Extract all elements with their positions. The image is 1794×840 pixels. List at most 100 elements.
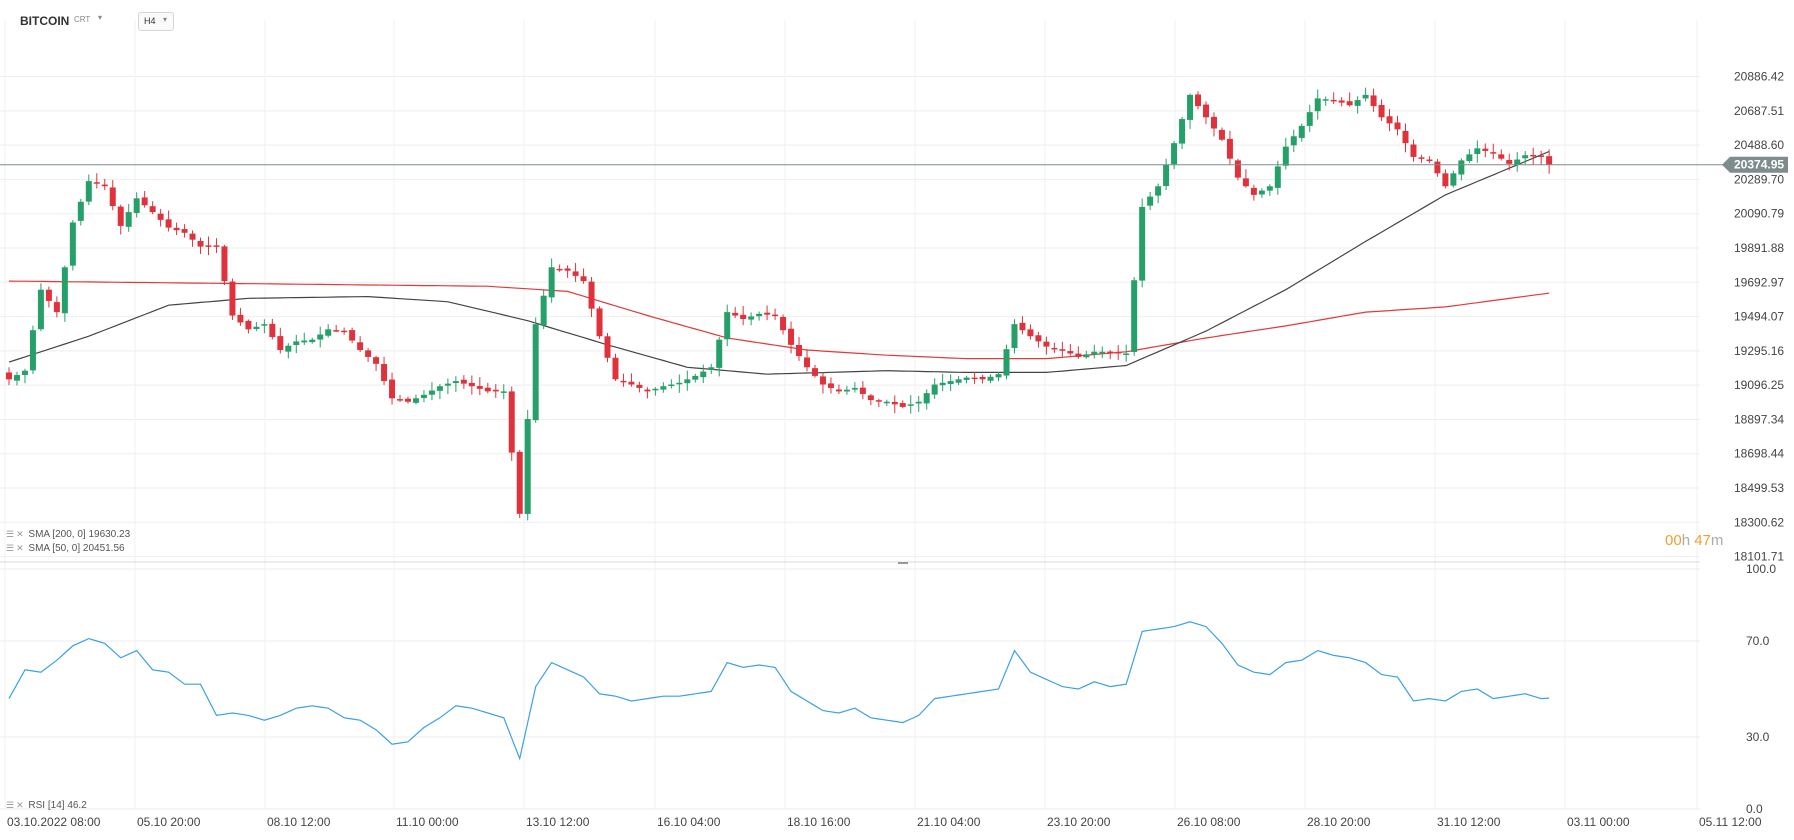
candle-body: [652, 388, 659, 391]
candles: [6, 87, 1553, 521]
candle-body: [1051, 347, 1058, 350]
candle-body: [1330, 99, 1337, 102]
candle-body: [740, 314, 747, 319]
candle-body: [1290, 136, 1297, 146]
candle-body: [373, 357, 380, 364]
sma50-legend[interactable]: ☰ ✕ SMA [50, 0] 20451.56: [6, 543, 125, 554]
price-tick-label: 19295.16: [1734, 344, 1784, 358]
candle-body: [556, 268, 563, 271]
price-tick-label: 20090.79: [1734, 207, 1784, 221]
candle-body: [1490, 152, 1497, 154]
settings-icon[interactable]: ☰: [6, 543, 15, 553]
current-price-line: 20374.95: [0, 156, 1788, 173]
candle-body: [1506, 159, 1513, 164]
candle-body: [1147, 196, 1154, 206]
candle-body: [883, 401, 890, 404]
symbol-dropdown-icon[interactable]: ▾: [98, 13, 103, 22]
candle-body: [899, 403, 906, 407]
candle-body: [1474, 148, 1481, 155]
rsi-tick-label: 70.0: [1746, 634, 1770, 648]
candle-body: [165, 219, 172, 228]
candle-body: [1426, 159, 1433, 162]
candle-body: [516, 451, 523, 514]
candle-body: [181, 229, 188, 233]
chart-header: BITCOIN CRT ▾ H4 ▾: [0, 0, 1700, 32]
symbol-subtitle: CRT: [74, 15, 91, 24]
candle-body: [45, 289, 52, 301]
candle-body: [971, 377, 978, 380]
candle-body: [69, 222, 76, 266]
candle-body: [109, 187, 116, 207]
price-axis: 20886.42 20687.51 20488.60 20289.70 20090.79…: [1734, 70, 1784, 816]
candle-body: [381, 363, 388, 382]
candle-body: [1314, 98, 1321, 112]
candle-body: [1075, 353, 1082, 357]
candle-body: [1011, 324, 1018, 349]
candle-body: [1362, 94, 1369, 99]
candle-body: [125, 212, 132, 227]
candle-body: [1179, 119, 1186, 144]
candle-body: [1091, 351, 1098, 355]
candle-body: [979, 376, 986, 380]
candle-body: [891, 401, 898, 405]
settings-icon[interactable]: ☰: [6, 529, 15, 539]
candle-body: [915, 401, 922, 404]
candle-body: [1466, 154, 1473, 161]
candle-body: [133, 198, 140, 214]
candle-body: [1514, 159, 1521, 165]
candle-body: [1035, 335, 1042, 342]
candle-body: [261, 324, 268, 326]
candle-body: [189, 233, 196, 240]
time-tick-label: 11.10 00:00: [396, 815, 459, 829]
candle-body: [1306, 112, 1313, 126]
candle-body: [684, 379, 691, 384]
candle-body: [1242, 178, 1249, 187]
candle-body: [412, 398, 419, 403]
candle-body: [1386, 116, 1393, 124]
sma200-legend[interactable]: ☰ ✕ SMA [200, 0] 19630.23: [6, 529, 130, 540]
candle-body: [1530, 154, 1537, 157]
candle-body: [676, 382, 683, 385]
timeframe-select[interactable]: H4 ▾: [138, 12, 174, 31]
timer-hours: 00: [1665, 532, 1682, 549]
price-tick-label: 20289.70: [1734, 172, 1784, 186]
candle-body: [53, 302, 60, 313]
candle-body: [1155, 186, 1162, 196]
timeframe-label: H4: [144, 16, 156, 26]
candle-body: [476, 386, 483, 389]
price-tick-label: 18101.71: [1734, 550, 1784, 564]
price-tick-label: 18897.34: [1734, 412, 1784, 426]
candle-body: [572, 271, 579, 276]
close-icon[interactable]: ✕: [16, 800, 24, 810]
candle-body: [524, 418, 531, 514]
close-icon[interactable]: ✕: [16, 543, 24, 553]
candle-body: [301, 340, 308, 343]
candle-body: [1163, 164, 1170, 187]
candle-body: [564, 268, 571, 271]
candle-body: [1067, 351, 1074, 354]
close-icon[interactable]: ✕: [16, 529, 24, 539]
candle-body: [851, 387, 858, 390]
time-tick-label: 05.10 20:00: [137, 815, 201, 829]
price-tick-label: 19891.88: [1734, 241, 1784, 255]
candle-body: [205, 245, 212, 247]
time-tick-label: 18.10 16:00: [787, 815, 851, 829]
rsi-legend[interactable]: ☰ ✕ RSI [14] 46.2: [6, 800, 87, 811]
candle-body: [460, 379, 467, 384]
candle-body: [1171, 143, 1178, 165]
candle-body: [508, 391, 515, 453]
candle-body: [117, 206, 124, 226]
candle-body: [764, 312, 771, 315]
candle-body: [1123, 353, 1130, 355]
candle-body: [420, 394, 427, 398]
candle-body: [700, 371, 707, 378]
candle-body: [37, 289, 44, 330]
settings-icon[interactable]: ☰: [6, 800, 15, 810]
candle-body: [540, 295, 547, 326]
price-tick-label: 20488.60: [1734, 138, 1784, 152]
rsi-tick-label: 0.0: [1746, 802, 1763, 816]
candle-body: [636, 384, 643, 388]
candle-body: [325, 329, 332, 336]
candle-body: [788, 328, 795, 345]
